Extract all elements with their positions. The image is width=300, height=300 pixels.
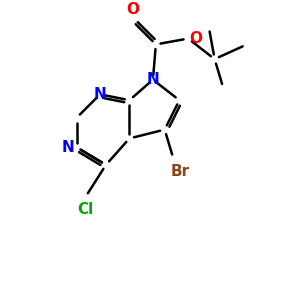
Text: N: N: [94, 87, 106, 102]
Text: N: N: [62, 140, 75, 155]
Text: Cl: Cl: [77, 202, 94, 217]
Text: N: N: [147, 72, 159, 87]
Text: Br: Br: [170, 164, 190, 179]
Text: O: O: [126, 2, 139, 17]
Text: O: O: [189, 31, 202, 46]
